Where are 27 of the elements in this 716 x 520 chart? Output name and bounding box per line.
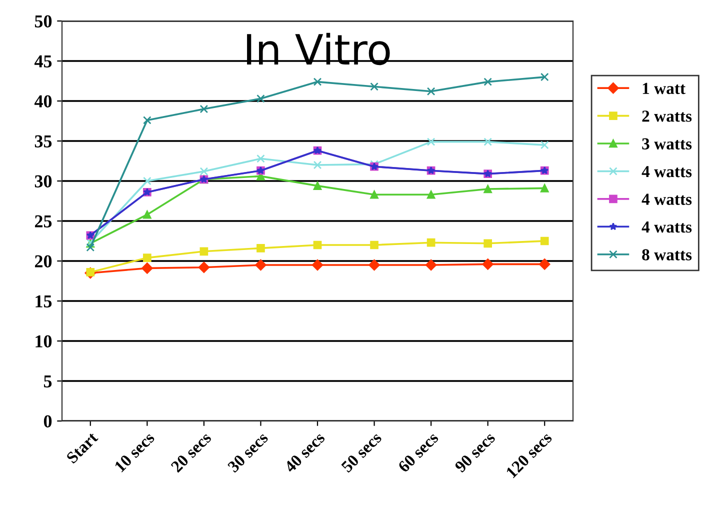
x-tick-label: 10 secs — [114, 431, 156, 472]
chart-title: In Vitro — [247, 32, 390, 66]
y-tick-label: 50 — [34, 15, 52, 28]
y-tick-label: 20 — [34, 255, 52, 268]
legend-label: 4 watts — [642, 222, 692, 233]
x-tick-label: 120 secs — [506, 431, 553, 478]
y-tick-label: 35 — [34, 135, 52, 148]
x-tick-label: 60 secs — [397, 431, 440, 473]
y-tick-label: 45 — [34, 55, 52, 68]
x-tick-label: 50 secs — [340, 431, 382, 473]
x-tick-label: 40 secs — [284, 431, 326, 474]
y-tick-label: 30 — [34, 175, 52, 188]
y-tick-label: 10 — [36, 335, 52, 348]
y-tick-label: 0 — [44, 415, 52, 428]
x-tick-label: 30 secs — [227, 431, 269, 473]
x-tick-label: 20 secs — [170, 431, 212, 473]
y-tick-label: 40 — [34, 95, 52, 108]
legend-label: 4 watts — [642, 194, 692, 205]
y-tick-label: 15 — [36, 295, 52, 308]
legend-label: 3 watts — [642, 138, 692, 150]
y-tick-label: 25 — [34, 215, 52, 228]
legend-label: 8 watts — [642, 249, 692, 260]
legend-label: 4 watts — [642, 166, 692, 178]
legend-label: 2 watts — [642, 110, 692, 122]
y-tick-label: 5 — [44, 375, 52, 388]
legend-label: 1 watt — [642, 82, 686, 94]
x-tick-label: 90 secs — [454, 431, 496, 474]
